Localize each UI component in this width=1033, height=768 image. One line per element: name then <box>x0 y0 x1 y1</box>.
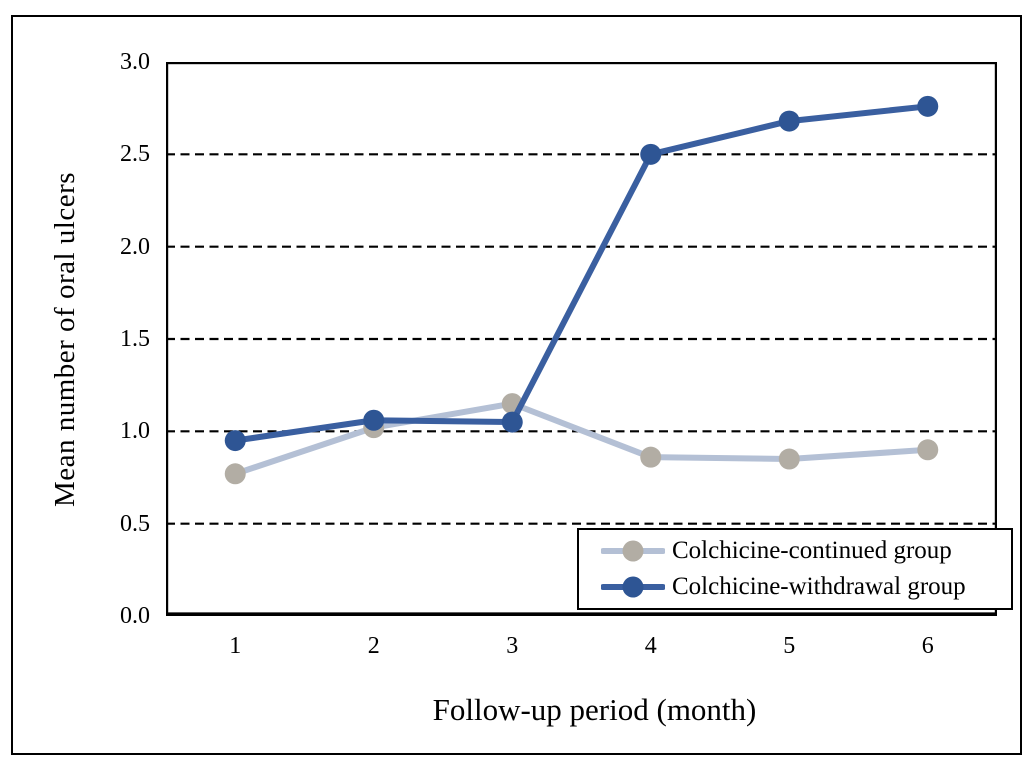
y-tick-label: 1.0 <box>120 418 150 445</box>
y-tick-label: 2.5 <box>120 141 150 168</box>
legend-label-continued: Colchicine-continued group <box>672 537 952 565</box>
plot-area <box>166 62 997 616</box>
data-point-marker-0 <box>640 446 662 468</box>
x-tick-label: 4 <box>644 633 657 659</box>
y-tick-label: 2.0 <box>120 233 150 260</box>
legend-label-withdrawal: Colchicine-withdrawal group <box>672 572 966 600</box>
data-point-marker-1 <box>363 409 385 431</box>
data-point-marker-0 <box>917 439 939 461</box>
legend: Colchicine-continued group Colchicine-wi… <box>577 528 1013 610</box>
data-point-marker-1 <box>640 143 662 165</box>
y-tick-label: 0.0 <box>120 603 150 629</box>
legend-swatch-continued-icon <box>601 540 665 562</box>
x-tick-label: 5 <box>783 633 796 659</box>
legend-item-continued: Colchicine-continued group <box>601 537 1011 565</box>
x-tick-label: 6 <box>921 633 934 659</box>
legend-swatch-withdrawal-icon <box>601 576 665 598</box>
series-line-0 <box>232 400 931 477</box>
y-tick-label: 3.0 <box>120 49 150 75</box>
y-axis-title-text: Mean number of oral ulcers <box>49 171 82 507</box>
x-tick-label: 1 <box>229 633 242 659</box>
x-axis-title: Follow-up period (month) <box>432 692 757 727</box>
data-point-marker-1 <box>917 95 939 117</box>
y-tick-label: 0.5 <box>120 510 150 537</box>
figure-frame <box>11 15 1022 755</box>
line-chart <box>166 62 997 616</box>
series-line-1 <box>232 103 931 444</box>
data-point-marker-0 <box>778 448 800 470</box>
x-tick-label: 2 <box>367 633 380 659</box>
data-point-marker-0 <box>224 463 246 485</box>
data-point-marker-1 <box>778 110 800 132</box>
x-tick-label: 3 <box>506 633 519 659</box>
data-point-marker-1 <box>224 430 246 452</box>
legend-item-withdrawal: Colchicine-withdrawal group <box>601 573 1011 601</box>
y-tick-label: 1.5 <box>120 326 150 352</box>
data-point-marker-1 <box>501 411 523 433</box>
